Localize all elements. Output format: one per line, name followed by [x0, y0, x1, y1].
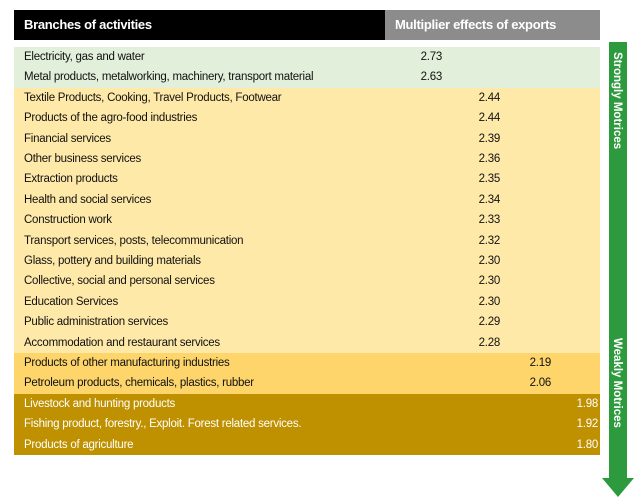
multiplier-cell: 2.30 — [478, 255, 501, 267]
activity-cell: Other business services — [24, 153, 141, 165]
multiplier-cell: 2.30 — [478, 295, 501, 308]
activity-cell: Health and social services — [24, 193, 152, 206]
multiplier-cell: 1.80 — [576, 438, 599, 451]
multiplier-cell: 1.98 — [576, 397, 599, 410]
table-row: Health and social services 2.34 — [14, 189, 600, 211]
activity-cell: Metal products, metalworking, machinery,… — [24, 71, 314, 84]
activity-cell: Products of the agro-food industries — [24, 112, 198, 125]
table-row: Products of agriculture 1.80 — [14, 434, 600, 455]
table-row: Other business services 2.36 — [14, 149, 600, 170]
multiplier-cell: 2.39 — [478, 132, 501, 145]
multiplier-cell: 2.32 — [478, 234, 501, 247]
multiplier-cell: 2.28 — [478, 336, 501, 349]
multiplier-cell: 2.29 — [478, 316, 501, 329]
activity-cell: Financial services — [24, 132, 111, 145]
multiplier-cell: 2.63 — [420, 71, 443, 84]
multiplier-cell: 2.73 — [420, 51, 443, 63]
activity-cell: Public administration services — [24, 316, 168, 329]
activity-cell: Fishing product, forestry., Exploit. For… — [24, 418, 302, 431]
table-row: Livestock and hunting products 1.98 — [14, 393, 600, 415]
table-row: Education Services 2.30 — [14, 291, 600, 313]
activity-cell: Extraction products — [24, 173, 118, 186]
activity-cell: Construction work — [24, 214, 112, 227]
activity-cell: Collective, social and personal services — [24, 275, 215, 288]
table-row: Extraction products 2.35 — [14, 169, 600, 190]
table-row: Transport services, posts, telecommunica… — [14, 230, 600, 251]
activity-cell: Transport services, posts, telecommunica… — [24, 234, 244, 247]
activity-cell: Textile Products, Cooking, Travel Produc… — [24, 91, 282, 104]
multiplier-cell: 2.06 — [529, 377, 552, 390]
multiplier-cell: 2.35 — [478, 173, 501, 186]
activity-cell: Products of other manufacturing industri… — [24, 357, 230, 369]
table-row: Products of other manufacturing industri… — [14, 353, 600, 374]
multiplier-cell: 2.19 — [529, 357, 552, 369]
arrow — [602, 42, 634, 497]
multiplier-cell: 2.44 — [478, 91, 501, 104]
table-row: Electricity, gas and water 2.73 — [14, 47, 600, 68]
table-row: Products of the agro-food industries 2.44 — [14, 108, 600, 129]
activity-cell: Education Services — [24, 295, 118, 308]
multiplier-cell: 2.30 — [478, 275, 501, 288]
multiplier-cell: 2.36 — [478, 153, 501, 165]
table-row: Glass, pottery and building materials 2.3… — [14, 251, 600, 272]
table-row: Financial services 2.39 — [14, 128, 600, 149]
activity-cell: Glass, pottery and building materials — [24, 255, 201, 267]
multiplier-cell: 2.33 — [478, 214, 501, 227]
activity-cell: Electricity, gas and water — [24, 51, 145, 63]
header-multiplier: Multiplier effects of exports — [385, 10, 600, 40]
table-row: Collective, social and personal services… — [14, 271, 600, 292]
multiplier-cell: 1.92 — [576, 418, 599, 431]
activity-cell: Petroleum products, chemicals, plastics,… — [24, 377, 254, 390]
table-row: Fishing product, forestry., Exploit. For… — [14, 414, 600, 435]
multiplier-cell: 2.44 — [478, 112, 501, 125]
header-activity: Branches of activities — [14, 10, 385, 40]
arrow-bottom-label: Weakly Motrices — [611, 338, 623, 428]
table-row: Accommodation and restaurant services 2.2… — [14, 332, 600, 353]
multiplier-cell: 2.34 — [478, 193, 501, 206]
activity-cell: Accommodation and restaurant services — [24, 336, 220, 349]
activity-cell: Livestock and hunting products — [24, 397, 176, 410]
table-row: Construction work 2.33 — [14, 210, 600, 231]
table-row: Petroleum products, chemicals, plastics,… — [14, 373, 600, 394]
table-row: Textile Products, Cooking, Travel Produc… — [14, 87, 600, 109]
table-row: Metal products, metalworking, machinery,… — [14, 67, 600, 88]
arrow-top-label: Strongly Motrices — [611, 52, 623, 149]
table-row: Public administration services 2.29 — [14, 312, 600, 333]
activity-cell: Products of agriculture — [24, 438, 134, 451]
